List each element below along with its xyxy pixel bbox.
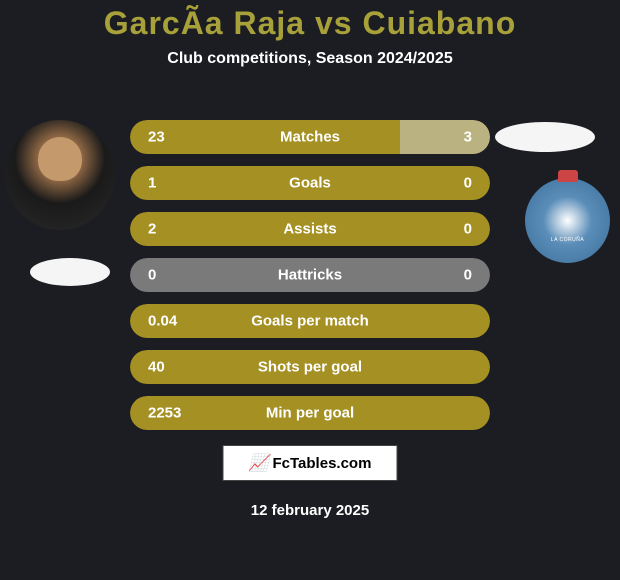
stat-value-left: 0 (148, 267, 156, 284)
footer-date: 12 february 2025 (251, 502, 369, 519)
stat-label: Assists (283, 221, 336, 238)
stat-label: Shots per goal (258, 359, 362, 376)
stat-value-left: 23 (148, 129, 165, 146)
stat-bar-right (400, 120, 490, 154)
stat-label: Goals (289, 175, 331, 192)
stat-value-left: 2 (148, 221, 156, 238)
player-left-club-badge (30, 258, 110, 286)
stat-value-left: 2253 (148, 405, 181, 422)
page-subtitle: Club competitions, Season 2024/2025 (0, 50, 620, 68)
stat-value-right: 0 (464, 221, 472, 238)
stat-label: Min per goal (266, 405, 354, 422)
stat-row: 0 Hattricks 0 (130, 258, 490, 292)
stat-row: 40 Shots per goal (130, 350, 490, 384)
stat-value-right: 0 (464, 267, 472, 284)
stat-row: 1 Goals 0 (130, 166, 490, 200)
comparison-card: GarcÃ­a Raja vs Cuiabano Club competitio… (0, 0, 620, 580)
stat-row: 2 Assists 0 (130, 212, 490, 246)
stat-value-right: 0 (464, 175, 472, 192)
page-title: GarcÃ­a Raja vs Cuiabano (0, 5, 620, 42)
stat-value-right: 3 (464, 129, 472, 146)
footer-logo[interactable]: 📈 FcTables.com (223, 445, 398, 481)
stat-value-left: 40 (148, 359, 165, 376)
stat-row: 23 Matches 3 (130, 120, 490, 154)
stat-row: 2253 Min per goal (130, 396, 490, 430)
stats-container: 23 Matches 3 1 Goals 0 2 Assists 0 0 Hattricks 0 0.0… (130, 120, 490, 442)
stat-row: 0.04 Goals per match (130, 304, 490, 338)
player-left-avatar (5, 120, 115, 230)
stat-label: Hattricks (278, 267, 342, 284)
stat-label: Matches (280, 129, 340, 146)
stat-label: Goals per match (251, 313, 369, 330)
chart-icon: 📈 (249, 453, 269, 473)
footer-logo-text: FcTables.com (273, 455, 372, 472)
player-right-avatar (495, 122, 595, 152)
stat-value-left: 0.04 (148, 313, 177, 330)
stat-value-left: 1 (148, 175, 156, 192)
player-right-club-badge (525, 178, 610, 263)
